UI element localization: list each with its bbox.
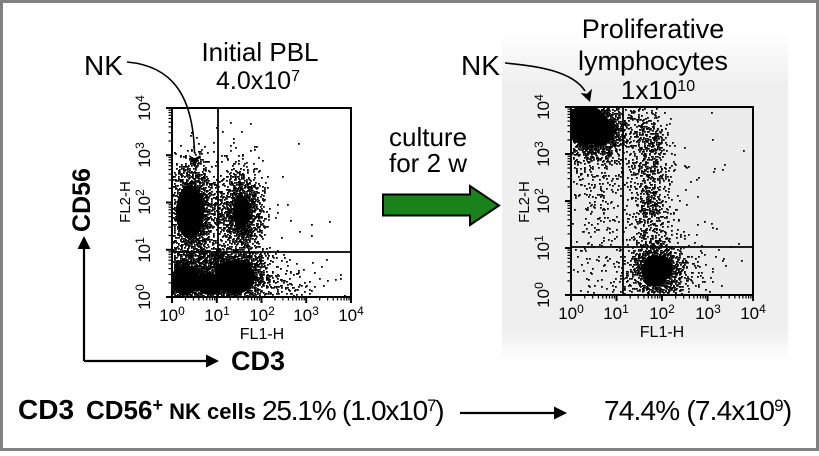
svg-text:25.1% (1.0x107): 25.1% (1.0x107) xyxy=(262,395,443,426)
svg-text:FL2-H: FL2-H xyxy=(516,181,533,223)
svg-text:NK: NK xyxy=(461,50,500,81)
svg-text:NK: NK xyxy=(84,50,123,81)
svg-text:FL1-H: FL1-H xyxy=(640,324,684,341)
svg-text:FL1-H: FL1-H xyxy=(240,326,284,343)
svg-text:74.4% (7.4x109): 74.4% (7.4x109) xyxy=(604,395,791,426)
svg-text:culture: culture xyxy=(389,122,467,152)
svg-text:4.0x107: 4.0x107 xyxy=(216,67,300,95)
svg-text:CD3: CD3 xyxy=(18,394,74,425)
svg-text:FL2-H: FL2-H xyxy=(117,181,134,223)
svg-text:CD3: CD3 xyxy=(231,346,285,376)
svg-text:CD56: CD56 xyxy=(68,168,96,232)
svg-text:Proliferative: Proliferative xyxy=(582,14,725,44)
svg-text:for 2 w: for 2 w xyxy=(389,148,467,178)
svg-text:CD56+ NK cells: CD56+ NK cells xyxy=(86,395,256,425)
svg-text:Initial PBL: Initial PBL xyxy=(201,37,318,67)
svg-text:lymphocytes: lymphocytes xyxy=(578,46,728,76)
